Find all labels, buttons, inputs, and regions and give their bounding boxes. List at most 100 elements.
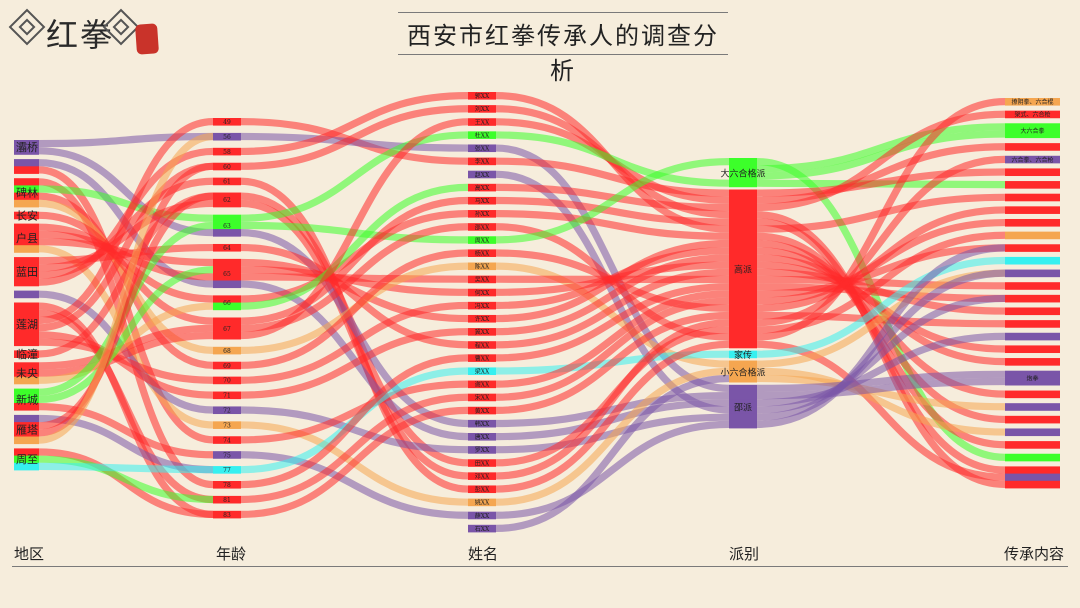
flow-link bbox=[756, 244, 1006, 298]
stage-label-region: 地区 bbox=[14, 545, 45, 563]
flow-link bbox=[495, 340, 730, 493]
node-bar bbox=[729, 158, 757, 166]
flow-link bbox=[495, 283, 730, 362]
node-label: 王XX bbox=[475, 119, 490, 126]
node-label: 75 bbox=[223, 452, 231, 459]
node-bar bbox=[729, 360, 757, 369]
node-bar bbox=[468, 262, 496, 271]
stage-label-age: 年龄 bbox=[216, 545, 247, 563]
node-label: 何XX bbox=[475, 289, 490, 297]
flow-link bbox=[240, 243, 469, 349]
node-bar bbox=[468, 144, 496, 153]
flow-link bbox=[495, 268, 730, 349]
node-bar bbox=[213, 480, 241, 489]
node-bar bbox=[14, 388, 39, 397]
node-bar bbox=[1005, 110, 1060, 119]
node-label: 唐XX bbox=[475, 433, 490, 441]
node-label: 宋XX bbox=[475, 394, 490, 402]
node-bar bbox=[468, 105, 496, 113]
node-label: 邵派 bbox=[734, 402, 752, 413]
flow-link bbox=[38, 403, 214, 459]
node-bar bbox=[468, 170, 496, 179]
flow-link bbox=[495, 210, 730, 240]
flow-link bbox=[756, 98, 1006, 341]
node-label: 姚XX bbox=[475, 499, 490, 507]
node-bar bbox=[729, 297, 757, 306]
node-label: 周至 bbox=[16, 453, 38, 466]
node-bar bbox=[14, 230, 39, 239]
node-bar bbox=[14, 376, 39, 385]
node-bar bbox=[729, 218, 757, 226]
node-label: 70 bbox=[223, 378, 231, 385]
node-bar bbox=[14, 211, 39, 220]
node-bar bbox=[729, 333, 757, 342]
node-bar bbox=[14, 159, 39, 167]
node-bar bbox=[213, 376, 241, 385]
node-bar bbox=[729, 203, 757, 212]
node-bar bbox=[468, 393, 496, 402]
flow-link bbox=[495, 158, 730, 244]
node-bar bbox=[468, 380, 496, 389]
node-bar bbox=[14, 192, 39, 201]
node-bar bbox=[14, 140, 39, 148]
node-bar bbox=[213, 132, 241, 141]
node-label: 吴XX bbox=[475, 277, 490, 284]
flow-link bbox=[756, 294, 1006, 414]
node-bar bbox=[468, 223, 496, 231]
flow-link bbox=[756, 283, 1006, 303]
node-bar bbox=[213, 466, 241, 474]
node-bar bbox=[729, 179, 757, 188]
node-bar bbox=[1005, 143, 1060, 151]
node-bar bbox=[729, 340, 757, 349]
node-bar bbox=[729, 420, 757, 429]
node-label: 77 bbox=[223, 467, 231, 474]
node-bar bbox=[14, 422, 39, 430]
node-bar bbox=[729, 406, 757, 414]
node-bar bbox=[14, 264, 39, 272]
flow-link bbox=[495, 254, 730, 336]
node-bar bbox=[14, 429, 39, 437]
node-bar bbox=[14, 147, 39, 155]
node-bar bbox=[213, 273, 241, 281]
node-bar bbox=[468, 367, 496, 376]
flow-link bbox=[756, 130, 1006, 180]
stage-label-content: 传承内容 bbox=[1004, 545, 1065, 563]
node-bar bbox=[213, 147, 241, 156]
node-bar bbox=[1005, 466, 1060, 474]
node-bar bbox=[1005, 123, 1060, 131]
node-bar bbox=[468, 419, 496, 428]
logo-text: 红拳 bbox=[46, 16, 115, 54]
node-label: 63 bbox=[223, 223, 231, 230]
node-bar bbox=[1005, 403, 1060, 411]
node-bar bbox=[729, 311, 757, 320]
node-bar bbox=[14, 245, 39, 253]
node-bar bbox=[213, 280, 241, 289]
node-bar bbox=[468, 472, 496, 480]
node-bar bbox=[729, 326, 757, 334]
node-label: 临潼 bbox=[16, 347, 38, 361]
flow-link bbox=[495, 392, 730, 428]
node-bar bbox=[14, 199, 39, 208]
node-bar bbox=[14, 223, 39, 232]
node-bar bbox=[468, 485, 496, 494]
node-label: 小六合格派 bbox=[720, 366, 765, 378]
node-bar bbox=[729, 189, 757, 198]
node-bar bbox=[468, 210, 496, 218]
node-label: 69 bbox=[223, 363, 231, 370]
node-bar bbox=[1005, 473, 1060, 482]
node-bar bbox=[1005, 269, 1060, 278]
node-label: 大六合拳 bbox=[1020, 127, 1044, 135]
node-bar bbox=[468, 131, 496, 139]
node-bar bbox=[1005, 370, 1060, 379]
node-bar bbox=[14, 238, 39, 246]
node-bar bbox=[213, 177, 241, 186]
flow-link bbox=[38, 132, 214, 444]
node-bar bbox=[729, 275, 757, 284]
logo: 红拳 bbox=[8, 8, 160, 58]
node-label: 冀XX bbox=[475, 328, 490, 336]
node-bar bbox=[14, 369, 39, 378]
node-label: 郭XX bbox=[475, 92, 490, 100]
node-label: 58 bbox=[223, 149, 231, 156]
flow-link bbox=[756, 256, 1006, 358]
